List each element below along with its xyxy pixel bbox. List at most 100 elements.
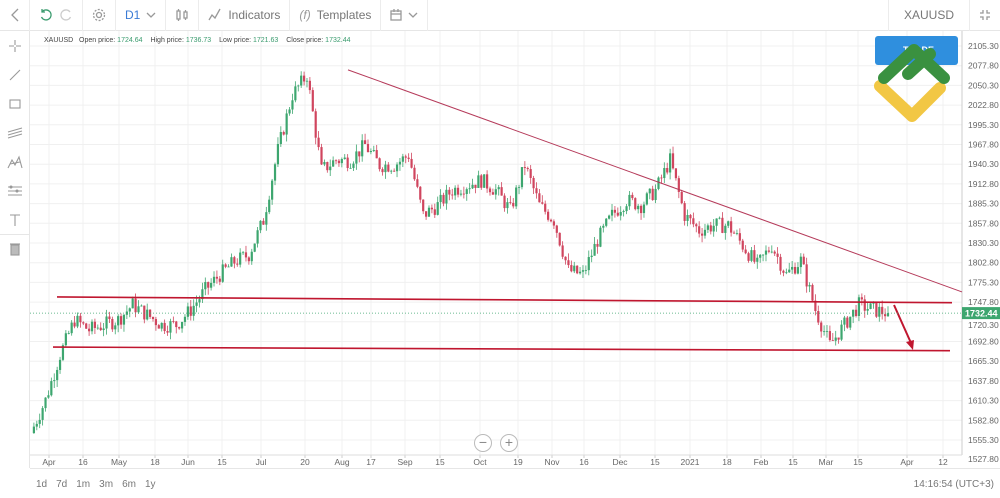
fullscreen-button[interactable] bbox=[970, 0, 1000, 31]
text-tool[interactable] bbox=[0, 205, 29, 234]
candle-body bbox=[852, 309, 855, 317]
candle-body bbox=[317, 137, 320, 148]
candle-body bbox=[485, 174, 489, 189]
candle-body bbox=[796, 267, 800, 274]
candle-body bbox=[808, 284, 811, 287]
calendar-select[interactable] bbox=[381, 0, 429, 31]
candle-body bbox=[834, 337, 837, 341]
y-tick-label: 1940.30 bbox=[968, 159, 999, 169]
delete-drawings[interactable] bbox=[0, 234, 29, 263]
symbol-select[interactable]: XAUUSD bbox=[888, 0, 970, 31]
candle-body bbox=[637, 205, 640, 210]
candle-body bbox=[526, 168, 529, 170]
candle-body bbox=[488, 188, 492, 193]
resistance-line bbox=[56, 296, 953, 304]
range-1d[interactable]: 1d bbox=[36, 479, 48, 490]
candle-body bbox=[227, 266, 230, 268]
crosshair-tool[interactable] bbox=[0, 31, 29, 60]
chart-type-button[interactable] bbox=[166, 0, 200, 31]
redo-icon[interactable] bbox=[59, 8, 73, 22]
candle-body bbox=[802, 256, 805, 265]
zoom-in-button[interactable]: + bbox=[500, 434, 518, 452]
candle-body bbox=[610, 209, 614, 216]
indicators-button[interactable]: Indicators bbox=[199, 0, 291, 31]
candle-body bbox=[724, 225, 727, 233]
candle-body bbox=[236, 263, 239, 265]
candle-body bbox=[154, 319, 158, 326]
candle-body bbox=[692, 218, 695, 225]
brand-logo bbox=[874, 44, 950, 122]
candle-body bbox=[561, 245, 564, 257]
x-tick-label: 15 bbox=[650, 457, 660, 467]
templates-button[interactable]: (f) Templates bbox=[290, 0, 382, 31]
candle-body bbox=[82, 322, 85, 324]
indicators-label: Indicators bbox=[228, 8, 281, 22]
candle-body bbox=[407, 157, 410, 159]
candle-body bbox=[271, 180, 274, 200]
candle-body bbox=[512, 202, 515, 207]
high-label: High price: bbox=[150, 37, 184, 44]
pattern-tool[interactable] bbox=[0, 147, 29, 176]
candle-body bbox=[776, 253, 779, 257]
candle-body bbox=[61, 345, 65, 360]
timeframe-value: D1 bbox=[125, 8, 141, 22]
candle-body bbox=[140, 305, 143, 307]
x-tick-label: Jul bbox=[256, 457, 267, 467]
candle-body bbox=[474, 184, 477, 188]
candle-body bbox=[840, 324, 843, 340]
candle-body bbox=[233, 257, 236, 264]
candle-body bbox=[465, 189, 468, 195]
candle-body bbox=[602, 225, 605, 228]
candle-body bbox=[433, 209, 436, 215]
candle-body bbox=[875, 302, 878, 317]
candle-body bbox=[576, 265, 579, 274]
candle-body bbox=[622, 211, 625, 213]
candle-body bbox=[329, 166, 332, 171]
y-tick-label: 2105.30 bbox=[968, 41, 999, 51]
candle-body bbox=[451, 194, 454, 196]
fibonacci-tool[interactable] bbox=[0, 176, 29, 205]
y-tick-label: 1555.30 bbox=[968, 435, 999, 445]
range-1y[interactable]: 1y bbox=[144, 479, 156, 490]
x-tick-label: 18 bbox=[722, 457, 732, 467]
range-7d[interactable]: 7d bbox=[56, 479, 68, 490]
candle-body bbox=[547, 211, 550, 220]
zoom-out-button[interactable]: − bbox=[474, 434, 492, 452]
candle-body bbox=[204, 282, 207, 290]
candle-body bbox=[160, 322, 163, 329]
candle-body bbox=[436, 202, 439, 215]
candle-body bbox=[538, 193, 541, 203]
calendar-icon bbox=[390, 9, 403, 21]
settings-button[interactable] bbox=[83, 0, 116, 31]
candle-body bbox=[221, 264, 224, 282]
last-price-tag bbox=[962, 307, 1000, 320]
candle-body bbox=[677, 178, 680, 192]
range-3m[interactable]: 3m bbox=[99, 479, 114, 490]
candle-body bbox=[88, 328, 91, 332]
close-label: Close price: bbox=[286, 37, 324, 44]
range-1m[interactable]: 1m bbox=[76, 479, 91, 490]
y-tick-label: 1857.80 bbox=[968, 218, 999, 228]
candle-body bbox=[259, 220, 262, 231]
candle-body bbox=[38, 419, 41, 424]
x-tick-label: Sep bbox=[397, 457, 412, 467]
candle-body bbox=[616, 212, 619, 216]
candle-body bbox=[494, 189, 497, 195]
channel-tool[interactable] bbox=[0, 118, 29, 147]
candle-body bbox=[247, 257, 250, 262]
undo-icon[interactable] bbox=[39, 8, 53, 22]
back-button[interactable] bbox=[0, 0, 30, 31]
candle-body bbox=[58, 359, 62, 370]
y-tick-label: 1775.30 bbox=[968, 277, 999, 287]
candle-body bbox=[276, 143, 280, 165]
candle-body bbox=[218, 278, 221, 282]
candle-body bbox=[849, 316, 852, 328]
candle-body bbox=[279, 132, 282, 144]
range-6m[interactable]: 6m bbox=[122, 479, 136, 490]
x-tick-label: Dec bbox=[612, 457, 628, 467]
line-tool[interactable] bbox=[0, 60, 29, 89]
price-chart[interactable]: 2105.30 2077.80 2050.30 2022.80 1995.30 1967.… bbox=[0, 0, 1000, 468]
timeframe-select[interactable]: D1 bbox=[116, 0, 167, 31]
rectangle-tool[interactable] bbox=[0, 89, 29, 118]
candle-body bbox=[552, 221, 556, 226]
